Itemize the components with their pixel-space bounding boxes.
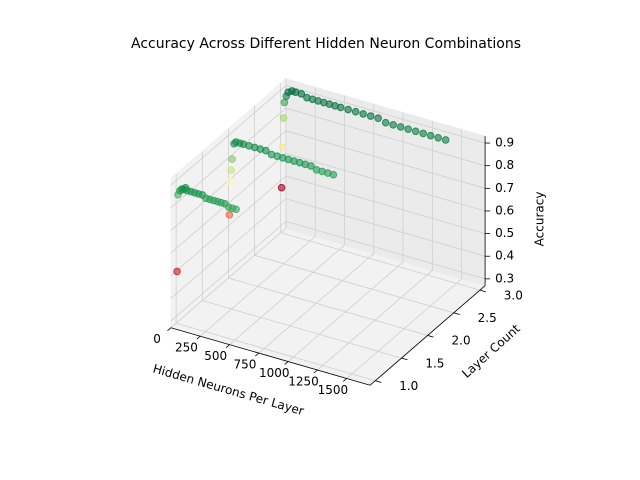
point — [307, 162, 315, 170]
point — [366, 112, 375, 120]
x-tick-label: 750 — [234, 358, 257, 372]
point — [344, 105, 352, 114]
grid-line — [280, 232, 480, 291]
point — [411, 127, 420, 136]
x-tick-label: 1000 — [259, 366, 290, 380]
point — [396, 123, 405, 131]
y-tick — [375, 380, 382, 383]
z-tick-label: 0.3 — [495, 271, 514, 285]
y-axis-label: Layer Count — [459, 321, 523, 380]
y-axis — [369, 285, 486, 386]
grid-line — [285, 175, 486, 234]
point — [329, 170, 338, 179]
point — [226, 177, 235, 185]
x-tick — [167, 327, 172, 332]
x-tick — [342, 378, 347, 382]
x-axis — [170, 327, 371, 386]
grid-line — [170, 221, 287, 322]
z-tick-label: 0.8 — [495, 158, 514, 172]
x-tick-label: 500 — [204, 349, 227, 363]
chart-title: Accuracy Across Different Hidden Neuron … — [131, 36, 521, 52]
grid-line — [254, 254, 454, 314]
point — [227, 166, 236, 174]
point — [336, 103, 345, 112]
point — [351, 107, 360, 116]
y-tick — [479, 289, 486, 293]
point — [297, 89, 306, 98]
grid-line — [170, 175, 287, 276]
point — [277, 183, 286, 192]
point — [404, 125, 412, 133]
x-tick-label: 0 — [153, 332, 161, 346]
y-tick-label: 2.0 — [452, 334, 471, 348]
x-tick — [284, 361, 289, 365]
point — [279, 114, 288, 122]
point — [441, 136, 450, 144]
y-tick — [427, 335, 434, 338]
y-tick — [453, 312, 460, 315]
grid-line — [285, 107, 486, 167]
point — [262, 146, 270, 155]
point — [374, 114, 382, 123]
point — [278, 143, 287, 152]
grid-line — [170, 198, 287, 299]
point — [419, 129, 427, 138]
point — [434, 134, 442, 142]
point — [225, 211, 234, 219]
point — [173, 267, 181, 276]
grid-line — [285, 153, 486, 212]
x-tick — [313, 369, 318, 374]
y-tick — [401, 357, 408, 361]
grid-line — [176, 322, 376, 382]
x-tick — [225, 344, 230, 348]
grid-line — [285, 130, 486, 189]
y-tick-label: 2.5 — [478, 311, 497, 325]
point — [389, 121, 397, 129]
point — [359, 110, 367, 118]
grid-line — [285, 220, 486, 280]
point — [426, 131, 435, 140]
x-tick-label: 1250 — [288, 374, 319, 388]
grid-line — [202, 300, 402, 359]
grid-line — [170, 85, 287, 186]
grid-line — [228, 277, 428, 336]
point — [232, 205, 240, 214]
x-tick-label: 1500 — [318, 383, 349, 397]
z-tick-label: 0.5 — [495, 226, 514, 240]
x-tick-label: 250 — [175, 341, 198, 355]
z-tick-label: 0.4 — [495, 249, 514, 263]
z-tick-label: 0.9 — [495, 136, 514, 150]
grid-line — [285, 85, 486, 144]
point — [280, 98, 289, 107]
y-tick-label: 3.0 — [504, 288, 523, 302]
y-tick-label: 1.0 — [399, 379, 418, 393]
z-axis-label: Accuracy — [533, 192, 547, 247]
z-tick-label: 0.7 — [495, 181, 514, 195]
z-tick-label: 0.6 — [495, 203, 514, 217]
grid-line — [285, 198, 486, 257]
point — [228, 155, 236, 163]
point — [381, 118, 390, 127]
x-tick — [255, 352, 260, 357]
x-tick — [196, 335, 201, 340]
y-tick-label: 1.5 — [425, 356, 444, 370]
